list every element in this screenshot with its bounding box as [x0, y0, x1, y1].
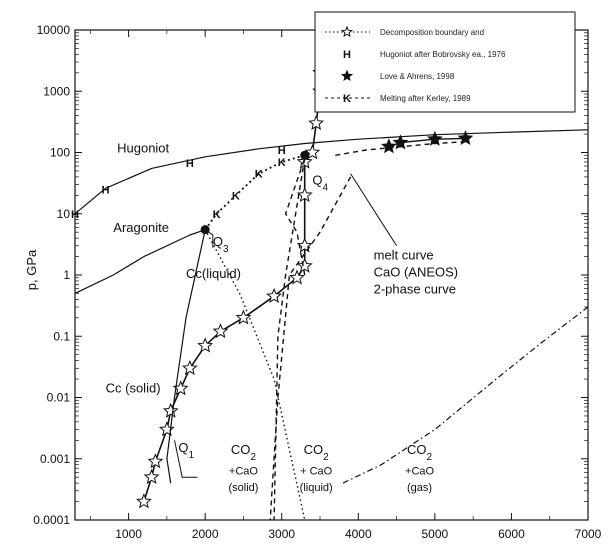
decomposition-star-point [181, 360, 198, 375]
legend-h-icon: H [343, 49, 351, 61]
decomposition-star-point [235, 309, 252, 325]
series-line-7 [74, 229, 206, 294]
decomposition-star-point [266, 287, 282, 303]
y-tick-label: 1000 [43, 84, 70, 98]
q-point [300, 150, 310, 160]
legend-filled-star-icon [340, 69, 354, 82]
y-tick-label: 1 [63, 268, 70, 282]
phase-label-co2: CO2 [231, 442, 257, 463]
phase-label-cao: +CaO [229, 466, 258, 478]
melt-leader [350, 173, 398, 247]
x-tick-label: 3000 [268, 527, 295, 541]
annotation-label: Q4 [312, 173, 328, 194]
q3-leader [204, 229, 214, 248]
legend-entry-label: Melting after Kerley, 1989 [380, 94, 471, 103]
love-ahrens-point [381, 138, 397, 154]
hugoniot-point: H [278, 145, 286, 157]
hugoniot-point: H [186, 158, 194, 170]
annotation-label: CaO (ANEOS) [374, 264, 459, 279]
series-line-11 [342, 306, 589, 484]
x-tick-label: 4000 [345, 527, 372, 541]
q1-leader [174, 440, 198, 478]
x-tick-label: 5000 [422, 527, 449, 541]
decomposition-star-point [162, 402, 179, 418]
melting-point: K [232, 190, 240, 202]
y-tick-label: 0.01 [47, 391, 71, 405]
phase-label-cao: +CaO [405, 466, 434, 478]
series-line-10 [269, 176, 352, 521]
melting-point: K [255, 169, 263, 181]
annotation-label: melt curve [374, 247, 434, 262]
x-tick-label: 2000 [192, 527, 219, 541]
y-tick-label: 0.001 [40, 452, 70, 466]
series-line-0 [74, 129, 589, 215]
series-line-5 [284, 158, 306, 276]
love-ahrens-point [392, 134, 409, 150]
legend-entry-label: Decomposition boundary and [380, 28, 484, 37]
annotation-label: Cc(liquid) [186, 266, 241, 281]
series-line-8 [166, 229, 206, 484]
annotation-label: Q1 [178, 440, 194, 461]
series-line-2 [143, 72, 321, 502]
love-ahrens-point [457, 130, 474, 146]
y-tick-label: 0.1 [53, 329, 70, 343]
series-line-6 [204, 229, 306, 521]
love-ahrens-point [426, 130, 443, 146]
decomposition-star-point [308, 115, 325, 130]
decomposition-star-point [296, 257, 313, 273]
annotation-label: Cc (solid) [106, 381, 161, 396]
melting-point: K [278, 157, 286, 169]
series-line-12 [335, 141, 466, 156]
legend-k-icon: K [343, 93, 351, 105]
y-tick-label: 10 [57, 207, 71, 221]
phase-label-state: (solid) [228, 482, 258, 494]
decomposition-star-point [136, 493, 152, 509]
phase-label-state: (liquid) [300, 482, 333, 494]
y-tick-label: 100 [50, 146, 70, 160]
decomposition-star-point [143, 468, 160, 484]
phase-label-co2: CO2 [407, 442, 433, 463]
series-line-9 [273, 158, 306, 521]
phase-label-state: (gas) [407, 482, 432, 494]
annotation-label: Hugoniot [117, 141, 169, 156]
annotation-label: Aragonite [113, 220, 169, 235]
annotation-label: Q3 [213, 234, 229, 255]
x-tick-label: 7000 [575, 527, 602, 541]
decomposition-star-point [212, 323, 229, 339]
legend-star-icon [340, 25, 354, 38]
decomposition-star-point [197, 337, 214, 353]
y-tick-label: 0.0001 [33, 513, 70, 527]
decomposition-star-point [296, 187, 313, 203]
y-tick-label: 10000 [37, 23, 71, 37]
melting-point: K [213, 209, 221, 221]
y-axis-title: p, GPa [24, 249, 39, 290]
legend-entry-label: Hugoniot after Bobrovsky ea., 1976 [380, 50, 506, 59]
legend-entry-label: Love & Ahrens, 1998 [380, 72, 455, 81]
decomposition-star-point [147, 453, 164, 469]
phase-label-co2: CO2 [304, 442, 330, 463]
legend-box [314, 11, 576, 113]
decomposition-star-point [289, 269, 305, 285]
hugoniot-point: H [102, 184, 110, 196]
series-line-4 [204, 154, 305, 231]
phase-label-cao: + CaO [300, 466, 333, 478]
x-tick-label: 6000 [498, 527, 525, 541]
hugoniot-point: H [71, 209, 79, 221]
x-tick-label: 1000 [115, 527, 142, 541]
annotation-label: 2-phase curve [374, 281, 456, 296]
